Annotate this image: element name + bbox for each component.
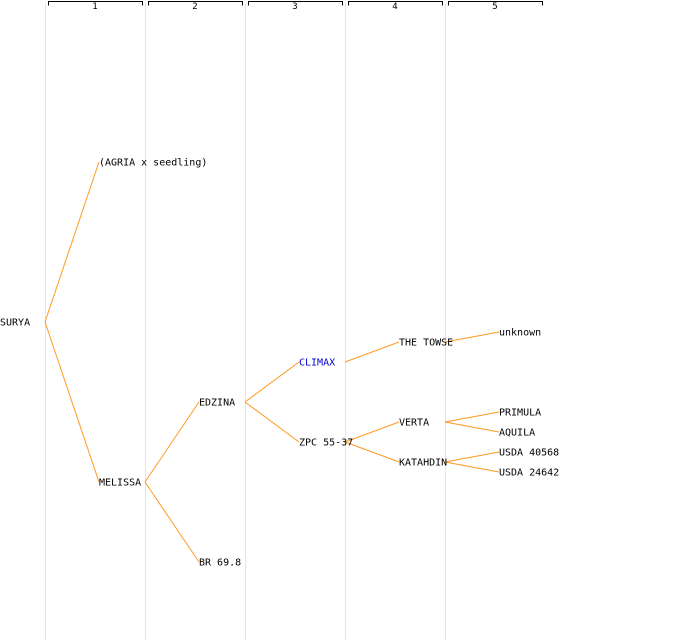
node-surya[interactable]: SURYA (0, 318, 30, 329)
node-verta[interactable]: VERTA (399, 418, 429, 429)
edge-surya-to-agria-x-seedling (44, 161, 100, 323)
edge-zpc-55-37-to-verta (344, 421, 400, 443)
edge-verta-to-primula (444, 411, 500, 423)
edge-katahdin-to-usda-24642 (444, 461, 500, 473)
edge-melissa-to-br-69-8 (144, 481, 200, 563)
generation-bracket-1 (48, 1, 143, 6)
node-melissa[interactable]: MELISSA (99, 478, 141, 489)
node-br-69-8[interactable]: BR 69.8 (199, 558, 241, 569)
node-unknown[interactable]: unknown (499, 328, 541, 339)
generation-number-2: 2 (192, 2, 197, 12)
node-katahdin[interactable]: KATAHDIN (399, 458, 447, 469)
edge-edzina-to-zpc-55-37 (244, 401, 300, 443)
edge-climax-to-the-towse (344, 341, 400, 363)
edge-zpc-55-37-to-katahdin (344, 441, 400, 463)
generation-bracket-2 (148, 1, 243, 6)
edge-edzina-to-climax (244, 361, 300, 403)
node-zpc-55-37[interactable]: ZPC 55-37 (299, 438, 353, 449)
generation-number-1: 1 (92, 2, 97, 12)
node-usda-40568[interactable]: USDA 40568 (499, 448, 559, 459)
node-aquila[interactable]: AQUILA (499, 428, 535, 439)
generation-bracket-5 (448, 1, 543, 6)
node-primula[interactable]: PRIMULA (499, 408, 541, 419)
edge-katahdin-to-usda-40568 (444, 451, 500, 463)
generation-bracket-3 (248, 1, 343, 6)
edge-surya-to-melissa (44, 321, 100, 483)
node-usda-24642[interactable]: USDA 24642 (499, 468, 559, 479)
generation-number-5: 5 (492, 2, 497, 12)
edge-the-towse-to-unknown (444, 331, 500, 343)
generation-number-4: 4 (392, 2, 397, 12)
node-the-towse[interactable]: THE TOWSE (399, 338, 453, 349)
generation-number-3: 3 (292, 2, 297, 12)
node-climax[interactable]: CLIMAX (299, 358, 335, 369)
node-edzina[interactable]: EDZINA (199, 398, 235, 409)
node-agria-x-seedling[interactable]: (AGRIA x seedling) (99, 158, 207, 169)
edge-verta-to-aquila (444, 421, 500, 433)
edge-melissa-to-edzina (144, 401, 200, 483)
generation-bracket-4 (348, 1, 443, 6)
